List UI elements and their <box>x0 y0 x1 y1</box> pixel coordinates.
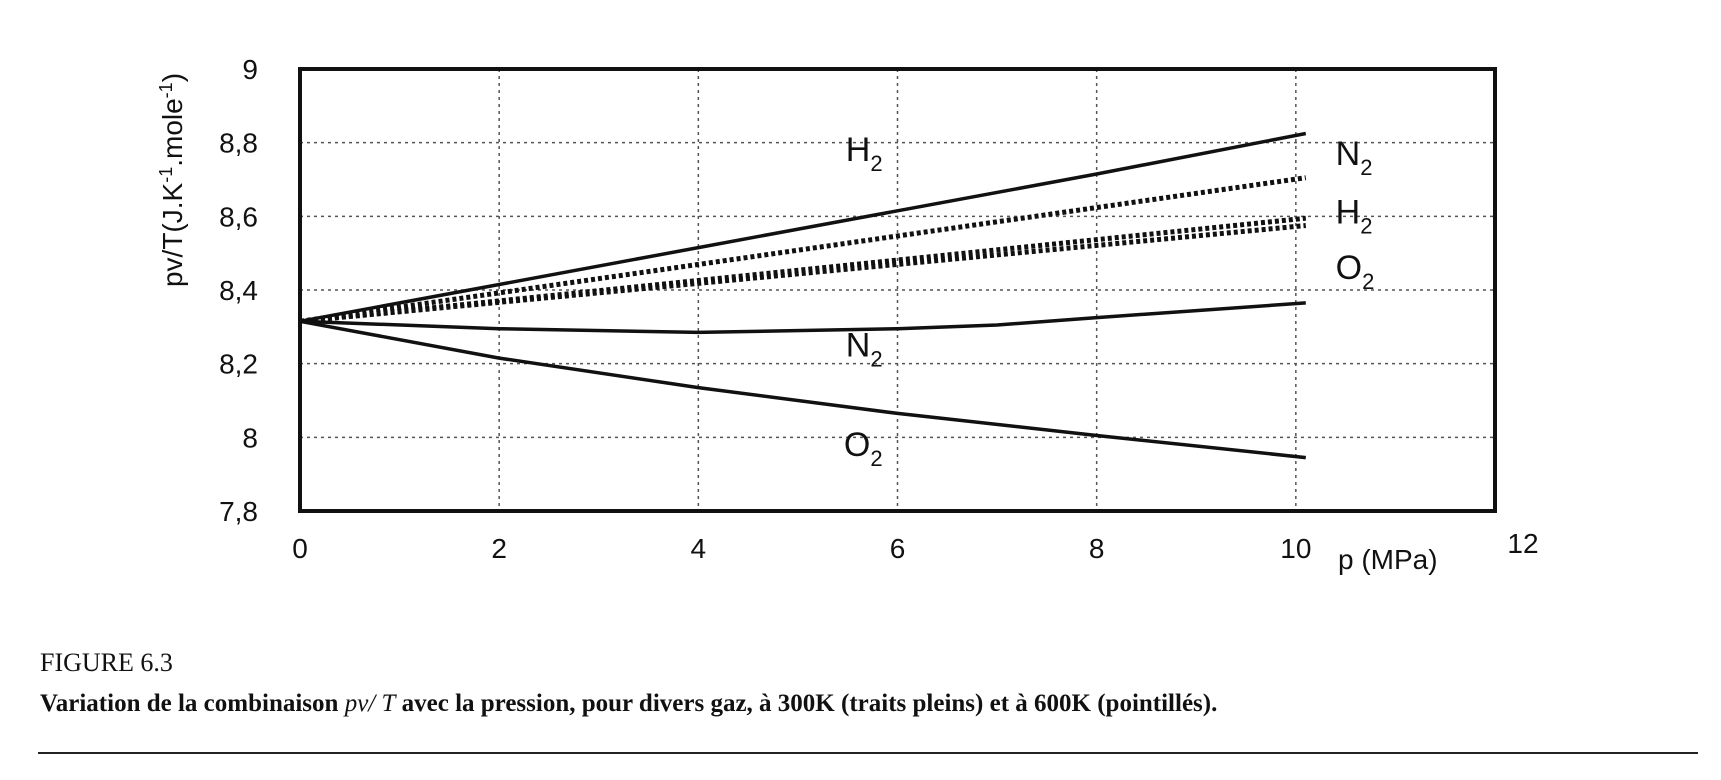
y-tick-label: 8 <box>242 422 258 453</box>
series-line-o2-600k <box>299 223 1307 324</box>
x-axis-title: p (MPa) <box>1338 544 1438 575</box>
x-tick-label: 4 <box>691 533 707 564</box>
bottom-rule <box>38 752 1698 754</box>
caption-text-after: avec la pression, pour divers gaz, à 300… <box>395 690 1218 717</box>
figure-caption: Variation de la combinaison pv/ T avec l… <box>40 690 1217 718</box>
series-label: O2 <box>1336 249 1375 294</box>
series-label: H2 <box>1336 194 1373 239</box>
x-tick-label: 2 <box>491 533 507 564</box>
chart: 0 2 4 6 8 10 127,888,28,48,68,89 H2N2O2N2H2O2 … <box>156 54 1539 575</box>
plot-frame <box>298 67 1497 513</box>
x-tick-label: 0 <box>292 533 308 564</box>
x-tick-label: 6 <box>890 533 906 564</box>
caption-formula: pv/ T <box>344 690 396 717</box>
y-axis-title: pv/T(J.K-1.mole-1) <box>156 73 188 287</box>
x-tick-label: 10 <box>1280 533 1311 564</box>
y-tick-label: 8,4 <box>219 275 258 306</box>
y-tick-label: 7,8 <box>219 496 258 527</box>
series-label: H2 <box>846 131 883 176</box>
series-line-n2-600k <box>299 175 1307 324</box>
grid <box>300 69 1495 511</box>
x-tick-label: 8 <box>1089 533 1105 564</box>
series-layer <box>299 131 1307 460</box>
series-line-o2-300k <box>299 319 1306 460</box>
series-labels: H2 N2 O2 N2 H2 O2 <box>844 131 1375 471</box>
series-label: O2 <box>844 426 883 471</box>
y-tick-label: 8,8 <box>219 128 258 159</box>
y-tick-label: 8,2 <box>219 349 258 380</box>
series-label: N2 <box>1336 135 1373 180</box>
series-label: N2 <box>846 326 883 371</box>
series-line-n2-300k <box>299 301 1306 335</box>
series-line-h2-600k <box>299 215 1307 324</box>
series-line-h2-300k <box>299 131 1307 324</box>
y-tick-label: 8,6 <box>219 201 258 232</box>
figure-number: FIGURE 6.3 <box>40 648 173 677</box>
y-tick-label: 9 <box>242 54 258 85</box>
caption-text-before: Variation de la combinaison <box>40 690 345 717</box>
tick-labels: 0 2 4 6 8 10 12 7,8 8 8,2 8,4 8,6 8,8 9 <box>219 54 1539 564</box>
x-tick-label: 12 <box>1507 528 1538 559</box>
